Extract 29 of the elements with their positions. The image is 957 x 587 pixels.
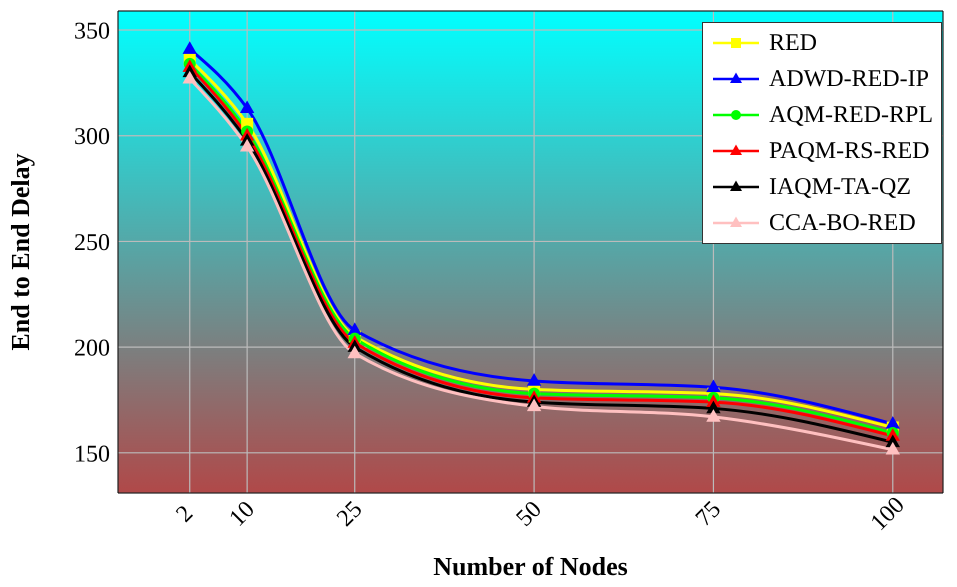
x-tick-label: 10 [224, 496, 260, 532]
point [706, 380, 721, 392]
y-tick-label: 150 [74, 441, 110, 468]
point [182, 70, 197, 84]
legend-label: PAQM-RS-RED [768, 138, 930, 164]
legend-label: CCA-BO-RED [768, 210, 916, 236]
point [886, 442, 900, 454]
point [348, 346, 362, 358]
point [182, 41, 197, 54]
y-tick-label: 200 [74, 336, 110, 362]
point [706, 409, 721, 422]
legend-label: ADWD-RED-IP [768, 66, 929, 92]
x-tick-label: 2 [171, 500, 198, 528]
legend-label: IAQM-TA-QZ [768, 174, 912, 200]
y-tick-label: 300 [74, 124, 110, 150]
x-axis-title: Number of Nodes [433, 552, 628, 581]
point [526, 398, 542, 412]
point [240, 138, 254, 152]
y-tick-label: 250 [74, 230, 110, 256]
y-tick-label: 350 [74, 18, 110, 45]
point [240, 100, 254, 114]
legend-label: RED [768, 30, 817, 56]
x-tick-label: 25 [332, 496, 368, 532]
x-tick-label: 50 [511, 496, 547, 532]
y-axis-title: End to End Delay [6, 153, 36, 351]
x-tick-label: 100 [866, 492, 910, 536]
legend-label: AQM-RED-RPL [768, 102, 933, 128]
x-tick-label: 75 [690, 496, 726, 532]
point [526, 373, 542, 386]
